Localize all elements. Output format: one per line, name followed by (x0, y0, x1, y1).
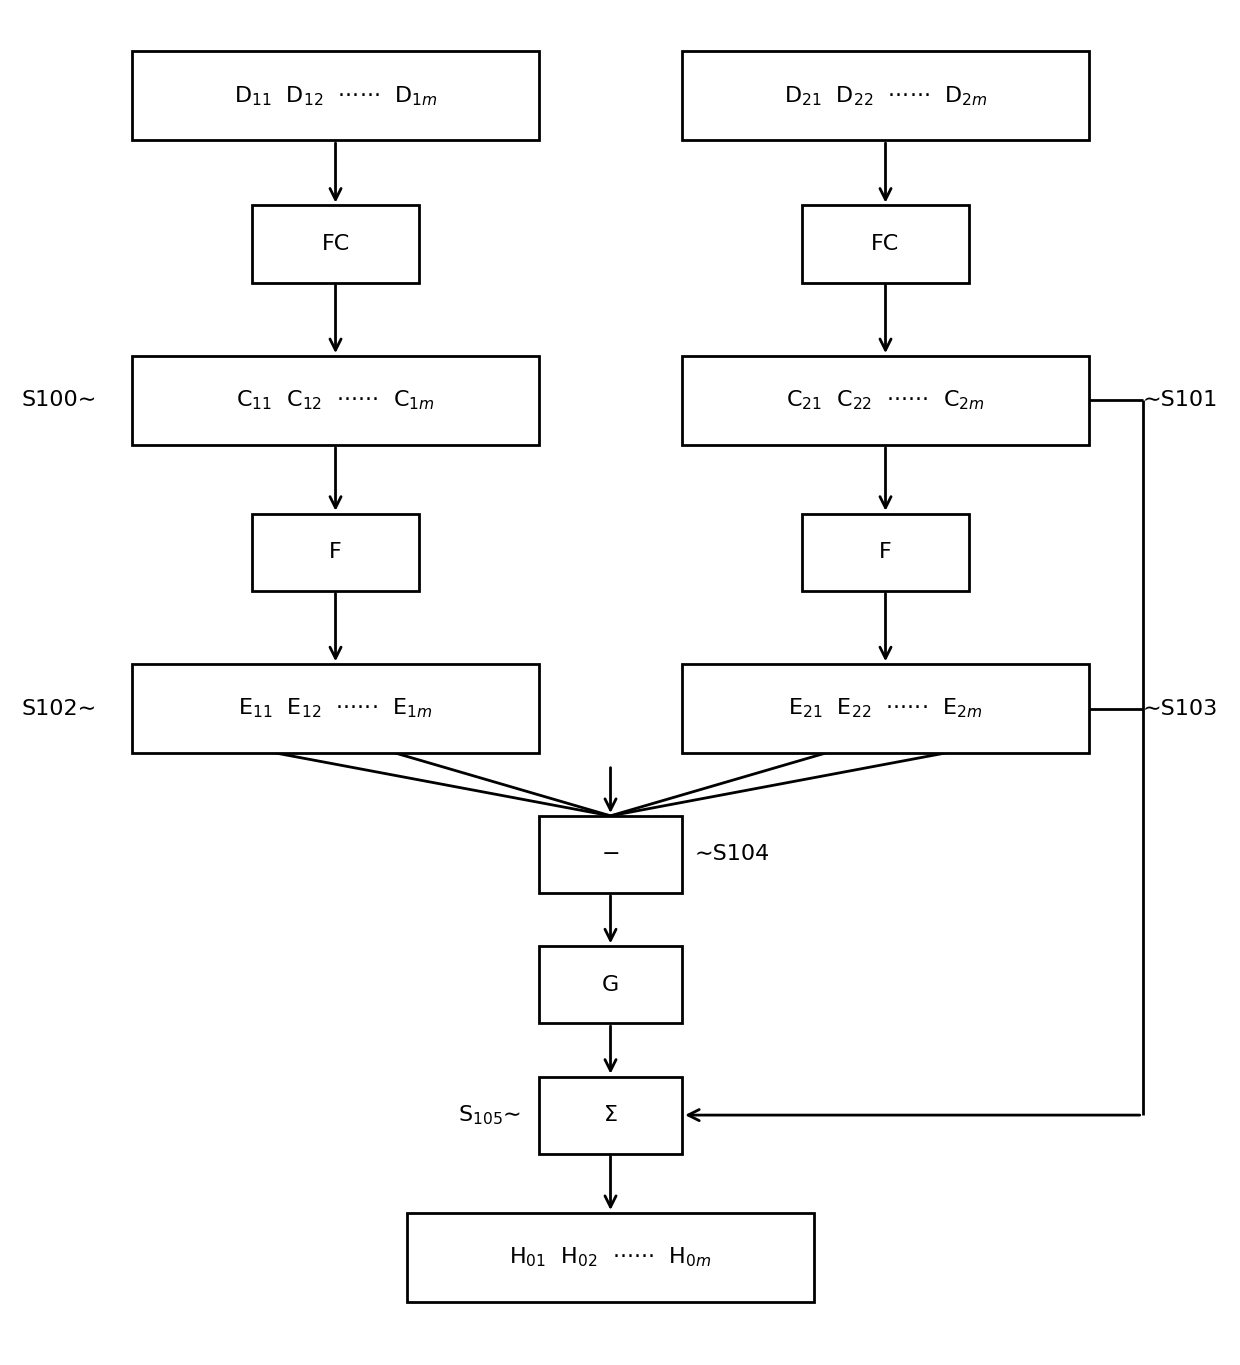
FancyBboxPatch shape (407, 1213, 813, 1302)
Text: D$_{21}$  D$_{22}$  ······  D$_{2m}$: D$_{21}$ D$_{22}$ ······ D$_{2m}$ (784, 85, 987, 108)
Text: Σ: Σ (604, 1106, 618, 1125)
Text: G: G (601, 975, 619, 995)
Text: FC: FC (872, 233, 900, 254)
FancyBboxPatch shape (252, 206, 419, 283)
Text: −: − (601, 845, 620, 864)
Text: S$_{105}$∼: S$_{105}$∼ (458, 1103, 521, 1127)
Text: F: F (879, 542, 892, 562)
FancyBboxPatch shape (538, 946, 682, 1024)
FancyBboxPatch shape (133, 665, 538, 753)
Text: D$_{11}$  D$_{12}$  ······  D$_{1m}$: D$_{11}$ D$_{12}$ ······ D$_{1m}$ (233, 85, 438, 108)
FancyBboxPatch shape (133, 356, 538, 445)
FancyBboxPatch shape (802, 206, 970, 283)
Text: FC: FC (321, 233, 350, 254)
Text: H$_{01}$  H$_{02}$  ······  H$_{0m}$: H$_{01}$ H$_{02}$ ······ H$_{0m}$ (510, 1245, 712, 1269)
FancyBboxPatch shape (682, 52, 1089, 141)
FancyBboxPatch shape (133, 52, 538, 141)
FancyBboxPatch shape (538, 816, 682, 893)
Text: C$_{11}$  C$_{12}$  ······  C$_{1m}$: C$_{11}$ C$_{12}$ ······ C$_{1m}$ (236, 389, 435, 412)
FancyBboxPatch shape (538, 1077, 682, 1153)
Text: E$_{21}$  E$_{22}$  ······  E$_{2m}$: E$_{21}$ E$_{22}$ ······ E$_{2m}$ (789, 696, 982, 721)
FancyBboxPatch shape (682, 356, 1089, 445)
Text: ∼S101: ∼S101 (1142, 390, 1218, 411)
Text: S102∼: S102∼ (21, 699, 97, 718)
Text: F: F (329, 542, 342, 562)
Text: ∼S104: ∼S104 (694, 845, 770, 864)
Text: S100∼: S100∼ (21, 390, 97, 411)
Text: C$_{21}$  C$_{22}$  ······  C$_{2m}$: C$_{21}$ C$_{22}$ ······ C$_{2m}$ (786, 389, 985, 412)
Text: E$_{11}$  E$_{12}$  ······  E$_{1m}$: E$_{11}$ E$_{12}$ ······ E$_{1m}$ (238, 696, 433, 721)
Text: ∼S103: ∼S103 (1142, 699, 1218, 718)
FancyBboxPatch shape (802, 513, 970, 591)
FancyBboxPatch shape (252, 513, 419, 591)
FancyBboxPatch shape (682, 665, 1089, 753)
